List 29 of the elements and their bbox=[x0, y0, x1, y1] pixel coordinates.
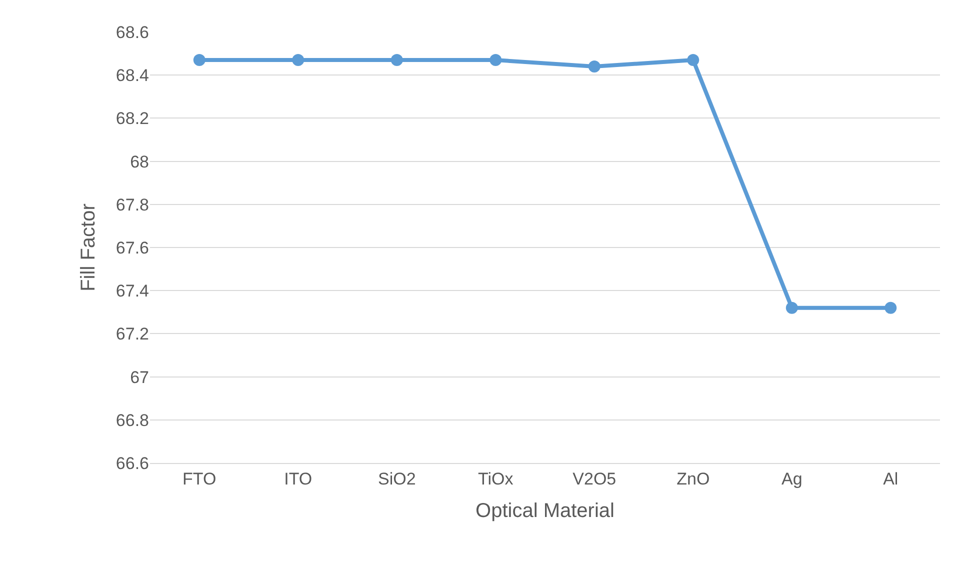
x-tick-label: FTO bbox=[182, 469, 216, 488]
y-tick-label: 68.6 bbox=[116, 22, 149, 42]
point bbox=[588, 60, 600, 72]
x-tick-label: Ag bbox=[781, 469, 802, 488]
point bbox=[786, 302, 798, 314]
x-axis-title: Optical Material bbox=[476, 500, 614, 522]
y-tick-label: 67.6 bbox=[116, 238, 149, 258]
point bbox=[390, 54, 403, 66]
y-axis-title: Fill Factor bbox=[77, 203, 100, 292]
x-tick-label: SiO2 bbox=[378, 469, 416, 488]
x-tick-label: ITO bbox=[284, 469, 312, 488]
point bbox=[687, 54, 700, 66]
y-tick-label: 68 bbox=[130, 152, 149, 172]
x-tick-label: V2O5 bbox=[572, 469, 616, 488]
x-tick-label: TiOx bbox=[478, 469, 514, 488]
y-tick-label: 67.2 bbox=[116, 324, 149, 344]
y-tick-label: 66.6 bbox=[116, 454, 149, 473]
point bbox=[193, 54, 206, 66]
point bbox=[490, 54, 502, 66]
y-tick-label: 67.8 bbox=[116, 195, 149, 214]
y-tick-label: 67.4 bbox=[116, 282, 149, 301]
x-tick-label: ZnO bbox=[676, 469, 710, 488]
y-tick-label: 66.8 bbox=[116, 410, 149, 430]
y-tick-label: 67 bbox=[130, 368, 149, 387]
y-tick-label: 68.2 bbox=[116, 109, 149, 128]
point bbox=[884, 302, 897, 314]
x-tick-label: Al bbox=[883, 469, 898, 488]
point bbox=[292, 54, 304, 66]
y-tick-label: 68.4 bbox=[116, 66, 149, 86]
